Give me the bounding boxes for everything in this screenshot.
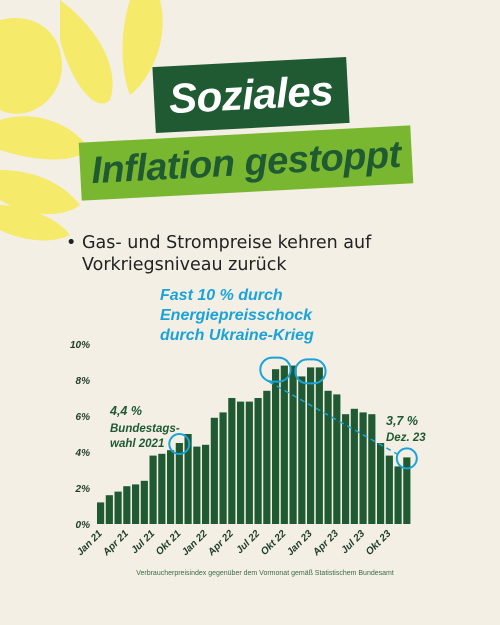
x-tick-label: Jan 23 (285, 528, 315, 558)
connector-line (268, 380, 399, 456)
peak-callout-line: Energiepreisschock (160, 307, 313, 324)
election-label-line: wahl 2021 (110, 438, 165, 450)
y-axis: 0% 2% 4% 6% 8% 10% (70, 340, 90, 531)
bar (245, 401, 253, 524)
december-value: 3,7 % (386, 414, 418, 428)
bar (385, 455, 393, 524)
bar (219, 412, 227, 524)
bar (394, 466, 402, 524)
bar (342, 414, 350, 524)
bar (272, 369, 280, 524)
peak-callout-line: Fast 10 % durch (160, 287, 283, 304)
bar (289, 365, 297, 524)
bar (315, 367, 323, 524)
x-tick-label: Apr 23 (310, 528, 341, 559)
bar (158, 453, 166, 524)
x-tick-label: Jan 21 (75, 528, 105, 558)
x-tick-label: Okt 21 (154, 528, 184, 558)
x-tick-label: Apr 21 (100, 528, 131, 559)
bar (324, 390, 332, 524)
bar (263, 390, 271, 524)
peak-callout: Fast 10 % durch Energiepreisschock durch… (160, 286, 360, 346)
y-tick-label: 4% (75, 448, 91, 459)
bullet-text: Gas- und Strompreise kehren auf Vorkrieg… (82, 233, 372, 275)
bar (359, 412, 367, 524)
bar (132, 484, 140, 524)
x-tick-label: Jul 22 (234, 528, 262, 556)
bullet-dot-icon: • (66, 233, 77, 253)
election-callout: 4,4 % Bundestags- wahl 2021 (110, 404, 180, 452)
bar (307, 367, 315, 524)
december-callout: 3,7 % Dez. 23 (386, 414, 426, 446)
bar (210, 417, 218, 524)
bar (368, 414, 376, 524)
bar (237, 401, 245, 524)
bullet-point: • Gas- und Strompreise kehren auf Vorkri… (66, 232, 398, 276)
bar (254, 398, 262, 524)
bar (175, 443, 183, 524)
y-tick-label: 0% (76, 520, 91, 531)
highlight-frame (294, 358, 327, 385)
source-note: Verbraucherpreisindex gegenüber dem Vorm… (136, 570, 394, 577)
bar (333, 394, 341, 524)
bar (228, 398, 236, 524)
bar-series (97, 365, 411, 524)
bar (377, 443, 385, 524)
x-tick-label: Jul 21 (129, 528, 157, 556)
highlight-circles (168, 356, 418, 470)
bar (105, 495, 113, 524)
bar (202, 444, 210, 524)
peak-callout-line: durch Ukraine-Krieg (160, 327, 314, 344)
bar (298, 376, 306, 524)
bar (193, 446, 201, 524)
y-tick-label: 6% (76, 412, 91, 423)
bar (403, 457, 411, 524)
x-tick-label: Okt 23 (364, 528, 394, 558)
y-tick-label: 2% (75, 484, 91, 495)
bar (97, 502, 105, 524)
x-tick-label: Jul 23 (339, 528, 367, 556)
election-value: 4,4 % (110, 404, 142, 418)
december-label: Dez. 23 (386, 432, 426, 444)
x-tick-label: Okt 22 (259, 528, 289, 558)
election-label-line: Bundestags- (110, 423, 180, 435)
bar (114, 491, 122, 524)
highlight-circle (168, 433, 191, 455)
x-tick-label: Apr 22 (205, 528, 236, 559)
bar (280, 365, 288, 524)
x-tick-label: Jan 22 (180, 528, 210, 558)
bar (167, 450, 175, 524)
bar (140, 480, 148, 524)
bar (123, 486, 131, 524)
bar (184, 434, 192, 524)
y-tick-label: 10% (70, 340, 90, 351)
highlight-circle (395, 447, 418, 470)
bar (350, 408, 358, 524)
highlight-frame (259, 356, 292, 383)
bar (149, 455, 157, 524)
y-tick-label: 8% (76, 376, 91, 387)
